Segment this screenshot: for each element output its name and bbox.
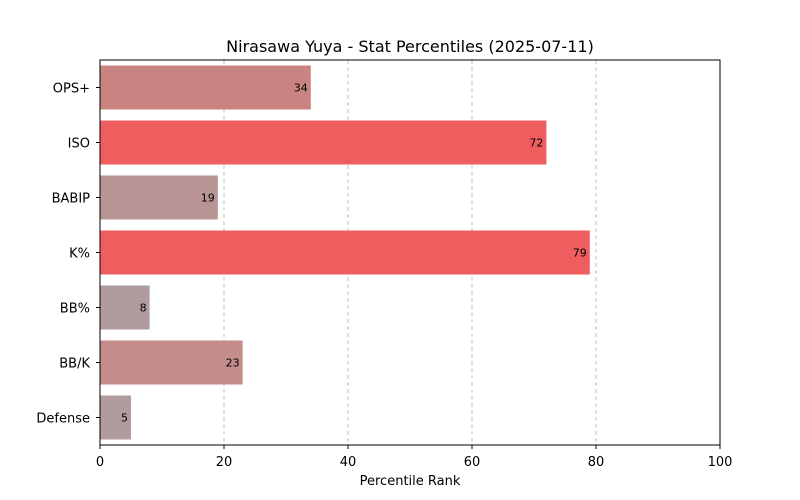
bar-labels: 34 72 19 79 8 23 5 bbox=[121, 82, 587, 425]
y-tick-label-defense: Defense bbox=[36, 412, 90, 427]
y-tick-label-iso: ISO bbox=[68, 137, 90, 152]
y-tick-label-k: K% bbox=[69, 247, 90, 262]
y-tick-label-bb: BB% bbox=[60, 302, 90, 317]
bar-babip bbox=[100, 175, 218, 220]
x-axis-label: Percentile Rank bbox=[360, 474, 461, 489]
bar-ops bbox=[100, 65, 311, 110]
bar-k bbox=[100, 230, 590, 275]
x-tick-label-80: 80 bbox=[588, 455, 605, 470]
bar-value-babip: 19 bbox=[201, 192, 215, 205]
bar-value-ops: 34 bbox=[294, 82, 308, 95]
bar-iso bbox=[100, 120, 547, 165]
x-tick-label-100: 100 bbox=[708, 455, 733, 470]
bar-value-bb-k: 23 bbox=[226, 357, 240, 370]
y-axis: OPS+ ISO BABIP K% BB% BB/K Defense bbox=[36, 82, 100, 427]
x-tick-label-60: 60 bbox=[464, 455, 481, 470]
y-tick-label-ops: OPS+ bbox=[53, 82, 90, 97]
bar-value-iso: 72 bbox=[529, 137, 543, 150]
bar-bb-k bbox=[100, 340, 243, 385]
bar-bb bbox=[100, 285, 150, 330]
bar-value-defense: 5 bbox=[121, 412, 128, 425]
x-tick-label-40: 40 bbox=[340, 455, 357, 470]
x-tick-label-0: 0 bbox=[96, 455, 104, 470]
x-axis: 0 20 40 60 80 100 bbox=[96, 445, 733, 470]
bar-value-bb: 8 bbox=[140, 302, 147, 315]
chart-title: Nirasawa Yuya - Stat Percentiles (2025-0… bbox=[226, 37, 594, 56]
x-tick-label-20: 20 bbox=[216, 455, 233, 470]
bar-value-k: 79 bbox=[573, 247, 587, 260]
bars bbox=[100, 65, 590, 440]
bar-defense bbox=[100, 395, 131, 440]
y-tick-label-bb-k: BB/K bbox=[59, 357, 90, 372]
y-tick-label-babip: BABIP bbox=[52, 192, 91, 207]
